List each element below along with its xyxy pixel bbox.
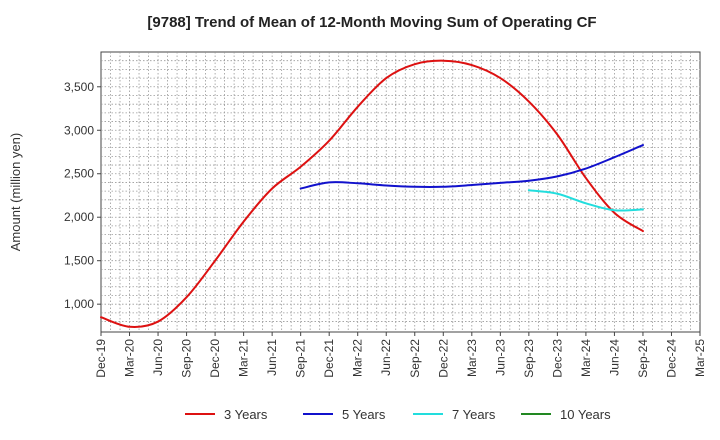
y-tick-label: 1,500 [64, 254, 94, 268]
x-axis: Dec-19 Mar-20 Jun-20 Sep-20 Dec-20 Mar-21 Jun-… [94, 332, 707, 378]
y-axis-label: Amount (million yen) [8, 133, 23, 252]
chart-title: [9788] Trend of Mean of 12-Month Moving … [147, 14, 596, 31]
y-tick-label: 2,000 [64, 210, 94, 224]
x-tick-label: Sep-20 [180, 339, 194, 378]
x-tick-label: Dec-21 [322, 339, 336, 378]
grid-lines [101, 52, 700, 332]
x-tick-label: Mar-20 [123, 339, 137, 377]
y-tick-label: 3,500 [64, 80, 94, 94]
x-tick-label: Jun-24 [607, 339, 621, 376]
y-tick-label: 2,500 [64, 167, 94, 181]
x-tick-label: Sep-23 [522, 339, 536, 378]
legend-label-3-years: 3 Years [224, 407, 268, 422]
series-line-3-years [100, 59, 644, 328]
x-tick-label: Dec-19 [94, 339, 108, 378]
plot-area [100, 51, 701, 333]
x-tick-label: Mar-21 [237, 339, 251, 377]
x-tick-label: Jun-21 [265, 339, 279, 376]
legend: 3 Years 5 Years 7 Years 10 Years [185, 407, 611, 422]
x-tick-label: Dec-23 [550, 339, 564, 378]
x-tick-label: Sep-24 [636, 339, 650, 378]
x-tick-label: Sep-22 [408, 339, 422, 378]
x-tick-label: Mar-23 [465, 339, 479, 377]
series-line-7-years [527, 189, 644, 212]
x-tick-label: Mar-22 [351, 339, 365, 377]
legend-label-10-years: 10 Years [560, 407, 611, 422]
plot-border [100, 51, 701, 333]
y-tick-label: 1,000 [64, 297, 94, 311]
x-tick-label: Sep-21 [294, 339, 308, 378]
x-tick-label: Dec-22 [436, 339, 450, 378]
y-axis: 1,000 1,500 2,000 2,500 3,000 3,500 [64, 80, 101, 311]
x-tick-label: Dec-24 [664, 339, 678, 378]
series-line-5-years [299, 144, 644, 190]
x-tick-label: Jun-23 [493, 339, 507, 376]
x-tick-label: Jun-22 [379, 339, 393, 376]
x-tick-label: Mar-24 [579, 339, 593, 377]
x-tick-label: Dec-20 [208, 339, 222, 378]
x-tick-label: Jun-20 [151, 339, 165, 376]
legend-label-5-years: 5 Years [342, 407, 386, 422]
series-lines [100, 59, 644, 328]
y-tick-label: 3,000 [64, 123, 94, 137]
legend-label-7-years: 7 Years [452, 407, 496, 422]
x-tick-label: Mar-25 [693, 339, 707, 377]
